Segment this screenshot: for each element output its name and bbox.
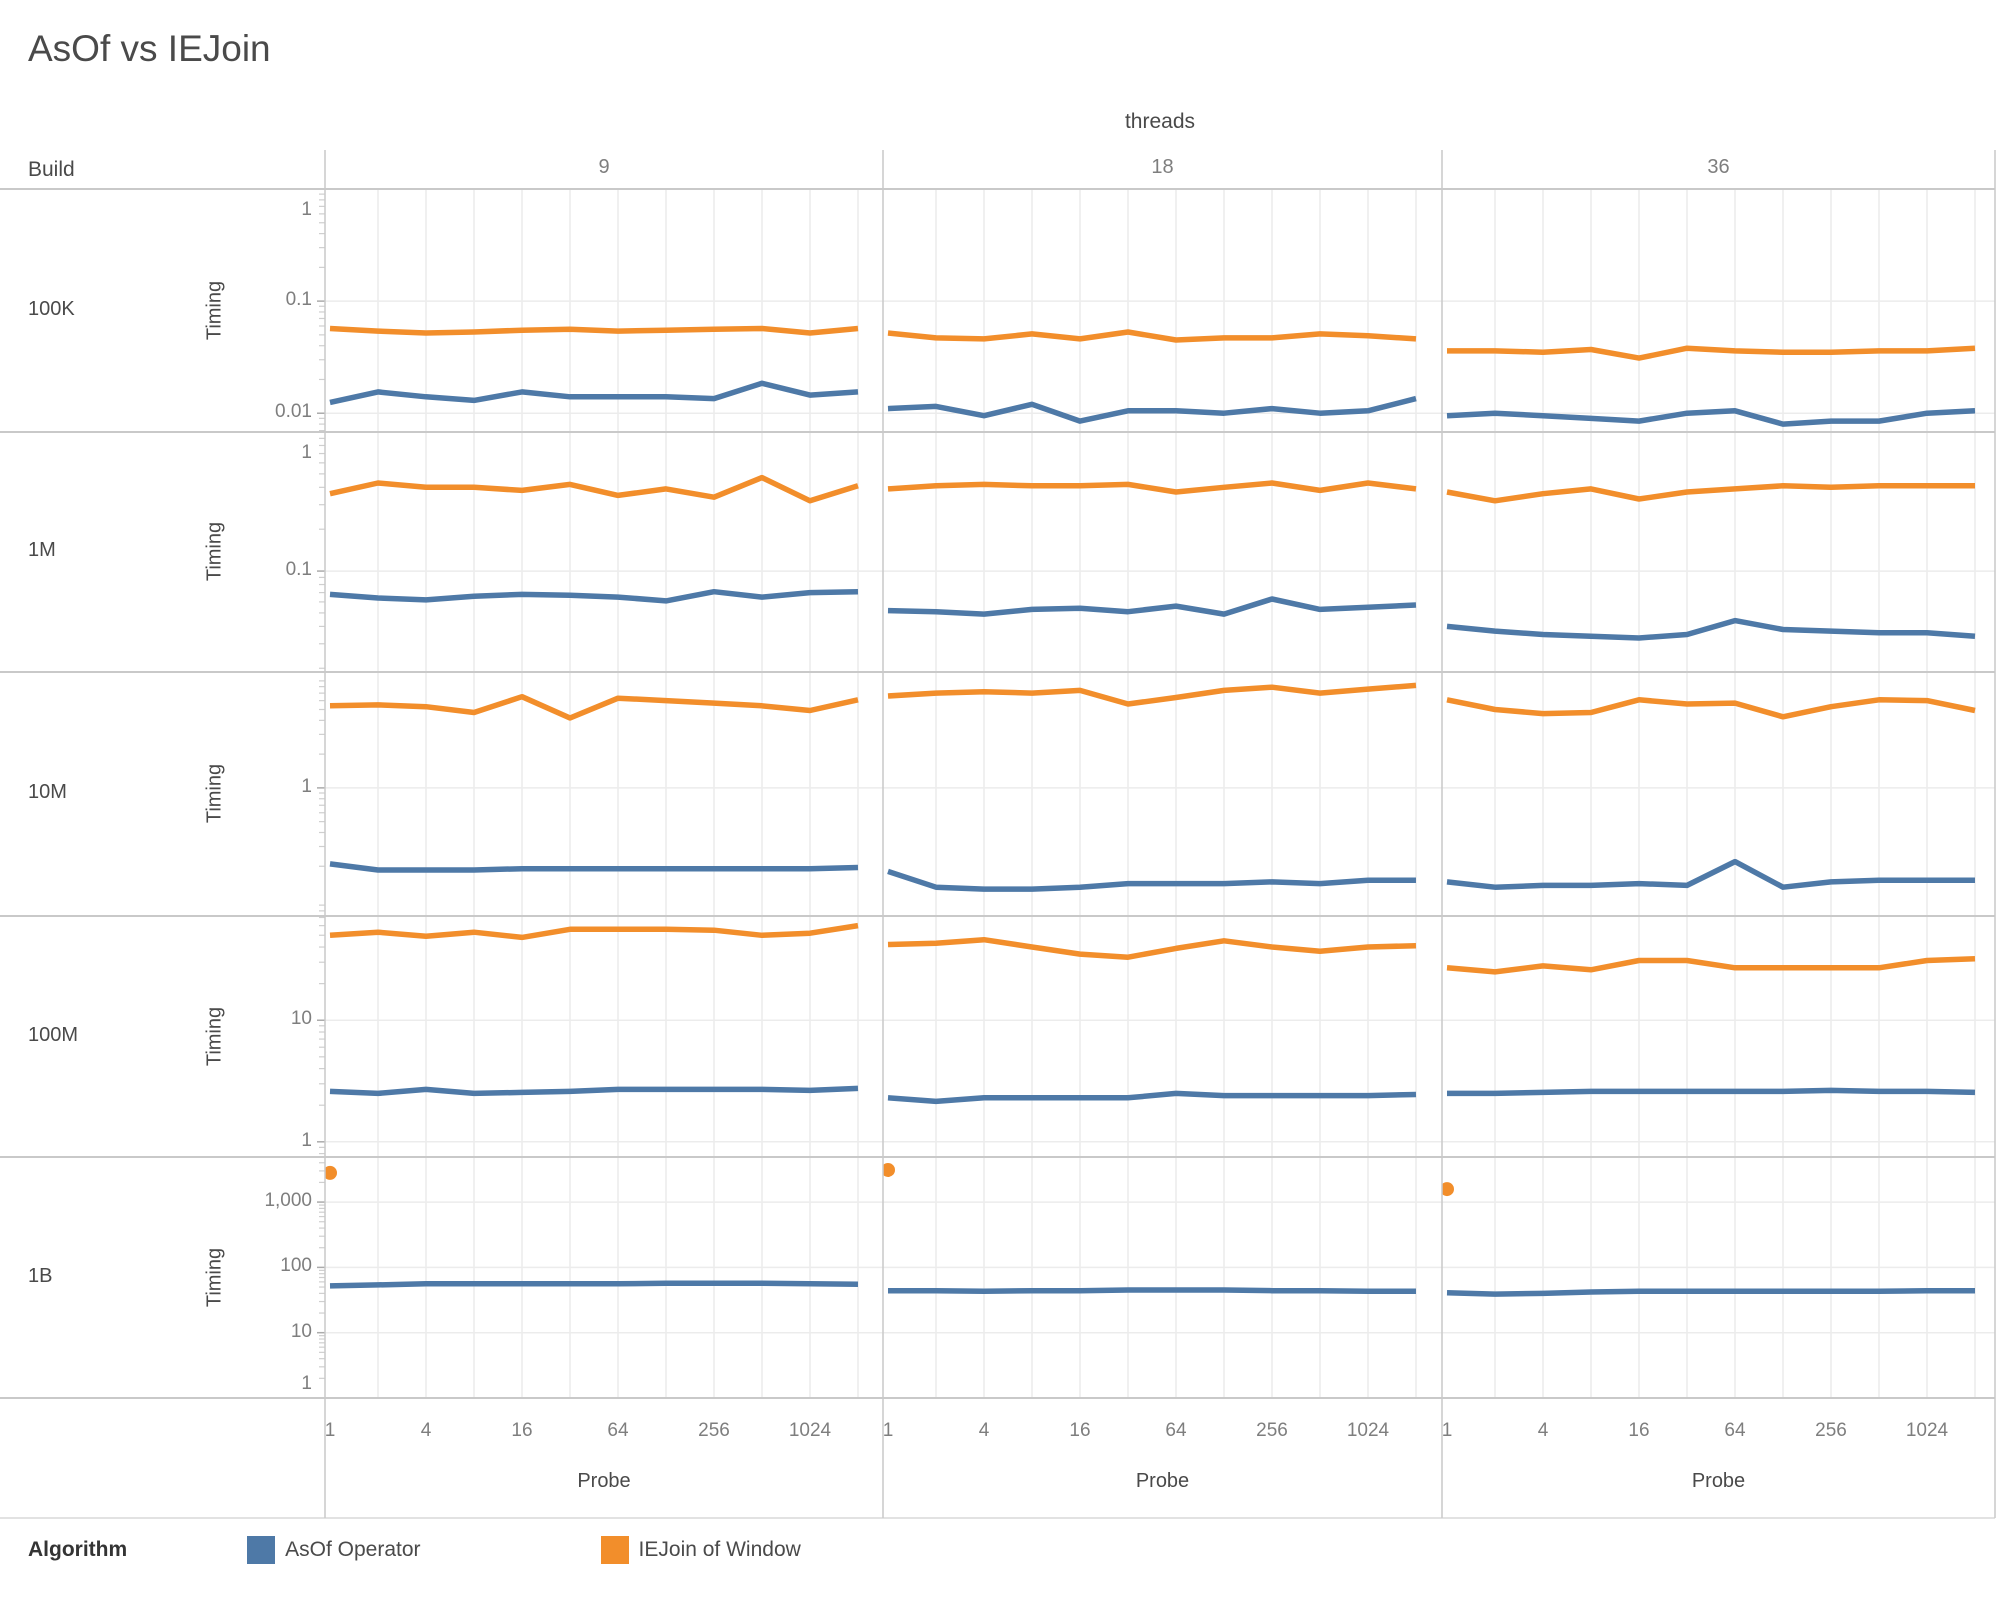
legend-item-iejoin[interactable]: IEJoin of Window (600, 1536, 801, 1564)
iejoin-line (887, 480, 1417, 495)
x-tick-label: 16 (511, 1420, 533, 1441)
x-tick-label: 4 (1537, 1420, 1549, 1441)
asof-line (1446, 617, 1976, 641)
x-tick-label: 1 (1441, 1420, 1453, 1441)
x-tick-label: 1024 (1346, 1420, 1390, 1441)
y-tick-label: 1 (301, 1129, 312, 1151)
row-label-build: 1M (28, 539, 56, 561)
y-tick-label: 1,000 (264, 1190, 312, 1212)
asof-line (329, 380, 859, 406)
y-axis-title: Timing (203, 521, 226, 582)
col-label-threads: 18 (1151, 156, 1174, 178)
row-label-build: 100K (28, 297, 75, 320)
asof-line (1446, 408, 1976, 427)
asof-line (329, 1280, 859, 1289)
iejoin-point (883, 1162, 895, 1177)
iejoin-line (329, 474, 859, 504)
x-tick-label: 64 (1165, 1420, 1187, 1441)
legend-item-label: AsOf Operator (285, 1538, 421, 1561)
col-label-threads: 9 (598, 156, 610, 178)
iejoin-line (1446, 483, 1975, 504)
iejoin-line (1446, 697, 1976, 720)
iejoin-line (887, 682, 1417, 707)
iejoin-line (329, 325, 859, 336)
x-axis-title: Probe (1135, 1470, 1190, 1492)
x-tick-label: 16 (1069, 1420, 1091, 1441)
x-tick-label: 4 (978, 1420, 990, 1441)
iejoin-line (1446, 956, 1976, 975)
x-tick-label: 256 (1815, 1420, 1847, 1441)
legend-title: Algorithm (28, 1538, 128, 1561)
x-tick-label: 1 (324, 1420, 336, 1441)
asof-line (1447, 1087, 1976, 1097)
y-tick-label: 1 (301, 775, 312, 797)
row-facet-header: Build (28, 158, 75, 181)
y-tick-label: 10 (290, 1320, 312, 1342)
x-tick-label: 1 (882, 1420, 894, 1441)
asof-line (887, 395, 1417, 424)
asof-line (329, 1085, 859, 1097)
asof-line (1446, 1287, 1975, 1297)
iejoin-line (329, 693, 859, 721)
legend-item-label: IEJoin of Window (638, 1538, 801, 1561)
iejoin-point (1442, 1182, 1454, 1197)
legend: Algorithm AsOf Operator IEJoin of Window (28, 1533, 981, 1567)
y-axis-title: Timing (203, 280, 226, 340)
y-tick-label: 1 (301, 442, 312, 463)
y-tick-label: 0.1 (285, 289, 312, 311)
x-tick-label: 64 (607, 1420, 629, 1441)
y-tick-label: 100 (280, 1255, 312, 1277)
y-tick-label: 0.1 (285, 559, 312, 581)
iejoin-line (1447, 345, 1976, 361)
y-tick-label: 0.01 (275, 401, 312, 423)
page-title: AsOf vs IEJoin (28, 28, 271, 69)
asof-line (887, 868, 1416, 892)
asof-swatch-icon (247, 1536, 276, 1564)
y-axis-title: Timing (203, 763, 226, 824)
asof-line (888, 1287, 1416, 1295)
y-axis-title: Timing (203, 1006, 226, 1066)
y-tick-label: 10 (290, 1008, 312, 1030)
asof-line (887, 596, 1417, 617)
y-tick-label: 1 (301, 1373, 312, 1394)
x-tick-label: 4 (420, 1420, 432, 1441)
row-label-build: 1B (28, 1264, 53, 1287)
asof-line (329, 861, 859, 873)
iejoin-swatch-icon (600, 1536, 629, 1564)
x-tick-label: 256 (1256, 1420, 1288, 1441)
row-label-build: 10M (28, 781, 67, 803)
iejoin-line (887, 329, 1417, 343)
row-label-build: 100M (28, 1023, 79, 1046)
x-axis-title: Probe (1691, 1470, 1746, 1492)
iejoin-point (325, 1165, 337, 1180)
x-axis-title: Probe (577, 1470, 631, 1492)
column-facet-header: threads (1124, 110, 1196, 133)
asof-line (1446, 858, 1975, 890)
x-tick-label: 1024 (788, 1420, 832, 1441)
asof-line (329, 588, 859, 604)
iejoin-line (329, 922, 859, 941)
legend-item-asof[interactable]: AsOf Operator (247, 1536, 421, 1564)
col-label-threads: 36 (1707, 156, 1730, 178)
y-axis-title: Timing (203, 1247, 226, 1307)
x-tick-label: 64 (1724, 1420, 1746, 1441)
asof-line (887, 1090, 1417, 1105)
x-tick-label: 1024 (1905, 1420, 1949, 1441)
y-tick-label: 1 (301, 199, 312, 220)
iejoin-line (887, 936, 1417, 960)
x-tick-label: 16 (1628, 1420, 1650, 1441)
x-tick-label: 256 (698, 1420, 730, 1441)
